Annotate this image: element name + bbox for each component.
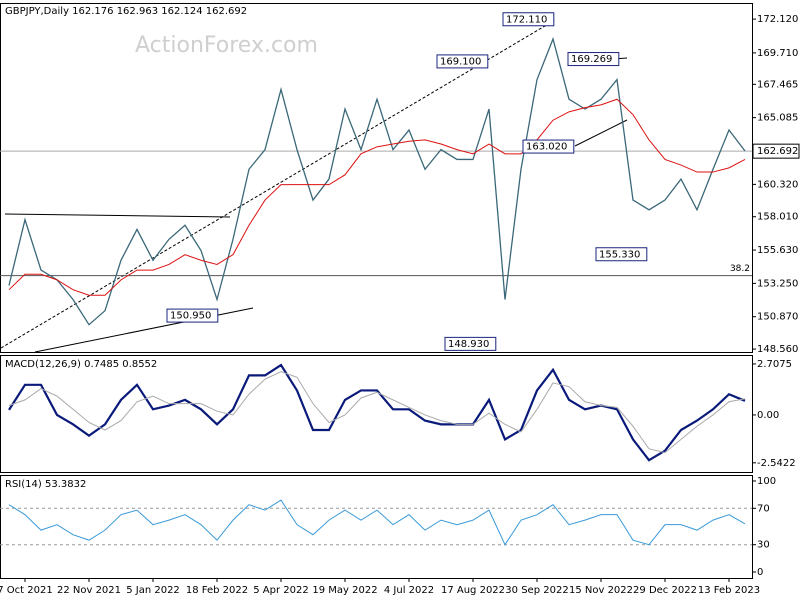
annotation-box xyxy=(436,54,489,69)
x-tick-label: 4 Jul 2022 xyxy=(384,585,434,596)
y-tick-label: 0.00 xyxy=(757,410,779,421)
annotation-label: 148.930 xyxy=(448,339,489,350)
last-price-box xyxy=(752,143,800,159)
series-line xyxy=(8,499,746,546)
annotation-label: 172.110 xyxy=(506,14,547,25)
panel-title: MACD(12,26,9) 0.7485 0.8552 xyxy=(5,359,157,370)
y-tick-label: 158.010 xyxy=(757,212,798,223)
y-tick-label: 160.320 xyxy=(757,179,798,190)
y-tick-label: 165.085 xyxy=(757,113,798,124)
watermark: ActionForex.com xyxy=(135,33,318,58)
x-tick-label: 5 Apr 2022 xyxy=(253,585,308,596)
y-tick-label: 169.710 xyxy=(757,48,798,59)
panel-title: GBPJPY,Daily 162.176 162.963 162.124 162… xyxy=(5,6,247,17)
x-tick-label: 19 May 2022 xyxy=(312,585,377,596)
y-tick-label: 148.560 xyxy=(757,344,798,355)
x-tick-label: 18 Feb 2022 xyxy=(186,585,248,596)
annotation-box xyxy=(502,12,555,27)
x-tick-label: 29 Dec 2022 xyxy=(633,585,697,596)
dashed-trendline xyxy=(0,19,556,349)
y-tick-label: 155.630 xyxy=(757,245,798,256)
annotation-box xyxy=(595,247,648,262)
x-tick-label: 7 Oct 2021 xyxy=(0,585,53,596)
annotation-box xyxy=(444,336,497,351)
annotation-box xyxy=(522,139,575,154)
y-tick-label: 100 xyxy=(757,476,776,487)
y-tick-label: 30 xyxy=(757,540,770,551)
x-tick-label: 5 Jan 2022 xyxy=(126,585,180,596)
series-line xyxy=(8,36,746,326)
annotation-label: 169.269 xyxy=(571,54,612,65)
y-tick-label: 150.870 xyxy=(757,312,798,323)
x-tick-label: 15 Nov 2022 xyxy=(569,585,633,596)
last-price-label: 162.692 xyxy=(757,146,798,157)
y-tick-label: 2.7075 xyxy=(757,359,792,370)
macd-panel xyxy=(0,355,753,473)
fib-label: 38.2 xyxy=(730,264,750,274)
y-tick-label: 0 xyxy=(757,567,763,578)
rsi-panel xyxy=(0,475,753,579)
y-tick-label: 153.250 xyxy=(757,278,798,289)
annotation-box xyxy=(567,52,620,67)
x-tick-label: 30 Sep 2022 xyxy=(505,585,568,596)
trendline xyxy=(574,119,628,147)
annotation-box xyxy=(166,308,219,323)
y-tick-label: -2.5422 xyxy=(757,458,796,469)
series-line xyxy=(8,371,746,454)
annotation-label: 150.950 xyxy=(170,311,211,322)
trendline xyxy=(4,213,231,218)
y-tick-label: 172.120 xyxy=(757,14,798,25)
y-tick-label: 167.465 xyxy=(757,79,798,90)
annotation-label: 163.020 xyxy=(526,142,567,153)
x-tick-label: 22 Nov 2021 xyxy=(57,585,121,596)
series-line xyxy=(8,363,746,462)
series-line xyxy=(8,98,746,296)
x-tick-label: 13 Feb 2023 xyxy=(698,585,760,596)
price-panel xyxy=(0,3,753,353)
trendlines xyxy=(0,19,628,353)
y-tick-label: 70 xyxy=(757,503,770,514)
annotation-label: 169.100 xyxy=(440,56,481,67)
panel-title: RSI(14) 53.3832 xyxy=(5,479,86,490)
annotation-label: 155.330 xyxy=(599,249,640,260)
x-tick-label: 17 Aug 2022 xyxy=(441,585,505,596)
